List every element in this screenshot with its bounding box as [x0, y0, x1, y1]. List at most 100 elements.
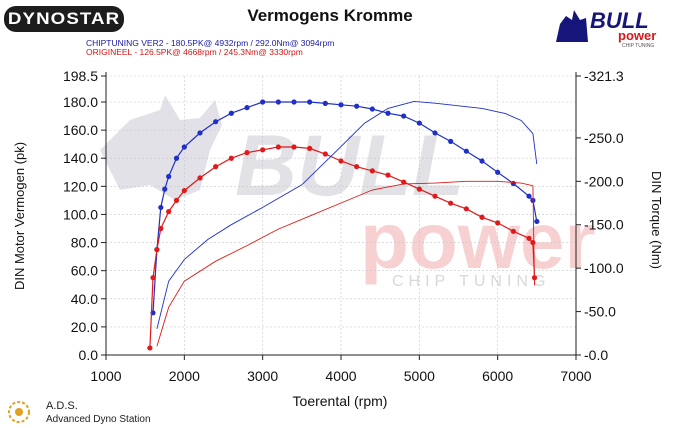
data-point [479, 214, 485, 220]
data-point [385, 110, 391, 116]
data-point [526, 193, 532, 199]
bull-power-logo: BULL power CHIP TUNING [556, 8, 656, 48]
legend-tuned: CHIPTUNING VER2 - 180.5PK@ 4932rpm / 292… [86, 38, 335, 48]
data-point [448, 200, 454, 206]
data-point [463, 148, 469, 154]
chart-title: Vermogens Kromme [247, 6, 413, 25]
data-point [213, 164, 219, 170]
y-tick-label: 180.0 [63, 94, 98, 110]
data-point [291, 99, 297, 105]
dynostar-logo: DYNOSTAR [4, 6, 124, 32]
data-point [197, 130, 203, 136]
data-point [307, 99, 313, 105]
series-line-origineel-torque [156, 180, 535, 347]
data-point [322, 151, 328, 157]
y2-tick-label: -250.0 [584, 130, 624, 146]
data-point [463, 206, 469, 212]
watermark-bull-icon [100, 95, 222, 200]
data-point [197, 175, 203, 181]
ads-subtitle: Advanced Dyno Station [46, 414, 151, 425]
data-point [150, 275, 156, 281]
bull-logo-tagline: CHIP TUNING [622, 43, 654, 48]
data-point [510, 180, 516, 187]
data-point [244, 105, 250, 111]
data-point [322, 100, 328, 107]
series-line-chiptuning-ver2-torque [156, 100, 538, 330]
y-tick-label: 0.0 [79, 347, 99, 363]
data-point [162, 186, 168, 192]
y-tick-label: 120.0 [63, 178, 98, 194]
data-point [158, 225, 164, 232]
x-tick-label: 7000 [560, 368, 591, 384]
bull-logo-main: BULL [590, 8, 649, 33]
y-tick-label: 160.0 [63, 122, 98, 138]
data-point [173, 155, 180, 161]
data-point [495, 169, 501, 175]
x-axis-label: Toerental (rpm) [293, 393, 388, 409]
data-point [181, 144, 187, 150]
data-point [534, 218, 540, 225]
y2-tick-label: -50.0 [584, 304, 616, 320]
data-point [369, 168, 375, 174]
y-tick-label: 60.0 [71, 263, 98, 279]
y-axis-label: DIN Motor Vermogen (pk) [12, 142, 27, 290]
data-point [448, 138, 454, 144]
watermark-tag: CHIP TUNING [392, 273, 550, 290]
axes: 0.0 20.0 40.0 60.0 80.0 100.0 120.0 140.0 160.0 1… [63, 68, 624, 384]
data-point [154, 246, 160, 253]
y-tick-label: 40.0 [71, 291, 98, 307]
y-tick-label: 80.0 [71, 235, 98, 251]
data-point [416, 186, 422, 192]
data-point [213, 119, 219, 125]
data-point [228, 110, 234, 116]
data-point [228, 155, 234, 161]
data-point [354, 103, 360, 109]
data-point [260, 99, 266, 105]
axis-labels: Toerental (rpm) DIN Motor Vermogen (pk) … [12, 142, 664, 409]
x-tick-label: 5000 [404, 368, 435, 384]
data-point [260, 147, 266, 153]
y2-axis-label: DIN Torque (Nm) [649, 171, 664, 269]
data-point [338, 158, 344, 164]
y-tick-label: 20.0 [71, 319, 98, 335]
y-tick-label: 100.0 [63, 206, 98, 222]
y2-tick-label: -0.0 [584, 347, 608, 363]
data-point [432, 193, 438, 199]
data-point [338, 102, 344, 108]
x-tick-label: 3000 [247, 368, 278, 384]
x-tick-label: 6000 [482, 368, 513, 384]
data-point [526, 235, 532, 241]
series-layer [147, 99, 540, 351]
ads-logo [8, 401, 30, 423]
x-tick-label: 2000 [169, 368, 200, 384]
data-point [432, 130, 438, 136]
data-point [181, 187, 187, 194]
data-point [275, 144, 281, 150]
watermark: BULL power CHIP TUNING [100, 95, 596, 290]
x-tick-label: 1000 [90, 368, 121, 384]
legend-original: ORIGINEEL - 126.5PK@ 4668rpm / 245.3Nm@ … [86, 47, 303, 57]
y-tick-label: 140.0 [63, 150, 98, 166]
data-point [166, 173, 172, 180]
data-point [244, 150, 250, 156]
watermark-sub: power [360, 196, 596, 285]
bull-head-icon [556, 10, 588, 42]
data-point [307, 145, 313, 151]
data-point [158, 204, 164, 211]
data-point [479, 158, 485, 164]
dynostar-logo-text: DYNOSTAR [7, 9, 121, 28]
data-point [147, 345, 153, 351]
data-point [291, 144, 297, 150]
y2-tick-label: -200.0 [584, 173, 624, 189]
bull-logo-sub: power [618, 28, 656, 43]
y-tick-label: 198.5 [63, 68, 98, 84]
y2-tick-label: -150.0 [584, 217, 624, 233]
watermark-main: BULL [235, 118, 464, 214]
data-point [275, 99, 281, 105]
data-point [369, 106, 375, 112]
data-point [495, 220, 501, 226]
data-point [510, 228, 516, 234]
y2-tick-label: -100.0 [584, 260, 624, 276]
